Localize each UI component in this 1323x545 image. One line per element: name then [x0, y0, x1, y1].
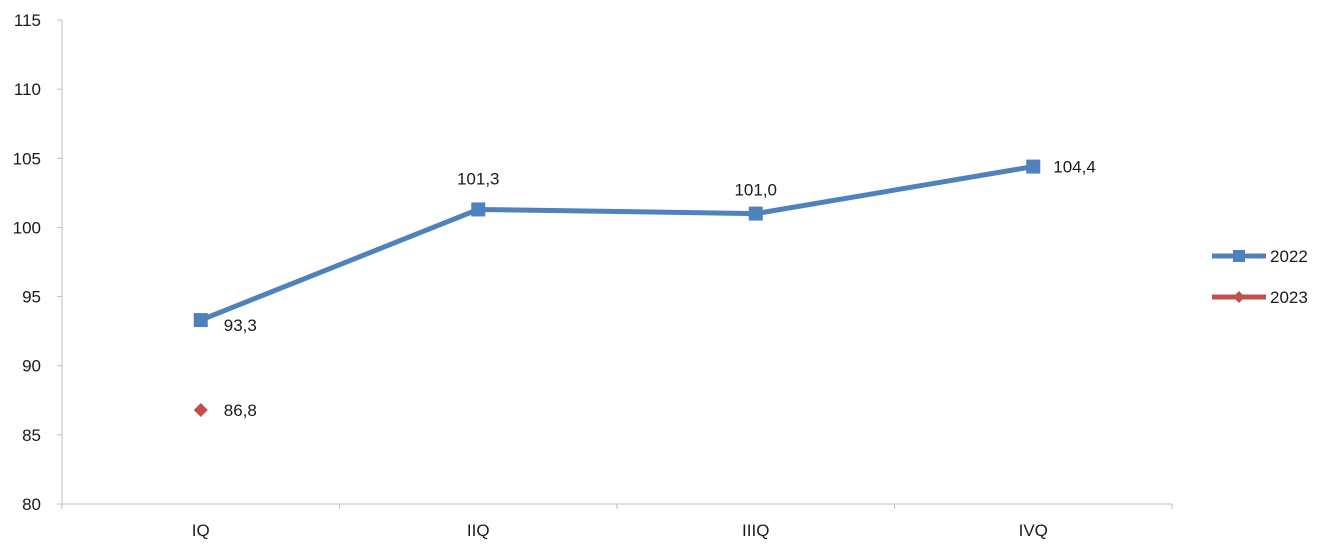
legend-item-2022: 2022	[1212, 247, 1308, 266]
data-point-2022	[193, 313, 208, 328]
data-label-2023: 86,8	[224, 401, 257, 420]
legend-marker	[1233, 291, 1245, 303]
series-2023: 86,8	[193, 401, 257, 420]
series-area: 93,3 101,3 101,0 104,4 86,8	[193, 158, 1096, 420]
legend-item-2023: 2023	[1212, 288, 1308, 307]
y-tick-label: 105	[13, 149, 41, 168]
series-line-2022	[199, 164, 1034, 323]
data-point-2022	[471, 202, 486, 217]
y-axis: 80 85 90 95 100 105 110 115	[13, 11, 63, 514]
y-tick-label: 115	[14, 11, 41, 30]
data-point-2022	[1026, 159, 1041, 174]
y-tick-label: 100	[13, 218, 41, 237]
y-tick-label: 90	[22, 357, 41, 376]
x-tick-label: IIQ	[467, 521, 490, 540]
x-tick-label: IQ	[192, 521, 210, 540]
x-axis: IQ IIQ IIIQ IVQ	[61, 503, 1173, 540]
data-point-2023	[193, 402, 208, 417]
data-label-2022: 93,3	[224, 316, 257, 335]
x-tick-label: IIIQ	[742, 521, 769, 540]
x-tick-label: IVQ	[1019, 521, 1048, 540]
series-2022: 93,3 101,3 101,0 104,4	[193, 158, 1096, 335]
data-label-2022: 104,4	[1053, 158, 1096, 177]
y-tick-label: 110	[14, 80, 41, 99]
data-label-2022: 101,0	[734, 181, 777, 200]
data-point-2022	[748, 206, 763, 221]
legend-label: 2022	[1270, 247, 1308, 266]
y-tick-label: 85	[22, 426, 41, 445]
y-tick-label: 95	[22, 288, 41, 307]
legend-label: 2023	[1270, 288, 1308, 307]
y-tick-label: 80	[22, 495, 41, 514]
data-label-2022: 101,3	[457, 169, 500, 188]
legend-marker	[1233, 250, 1245, 262]
legend: 2022 2023	[1212, 247, 1308, 307]
